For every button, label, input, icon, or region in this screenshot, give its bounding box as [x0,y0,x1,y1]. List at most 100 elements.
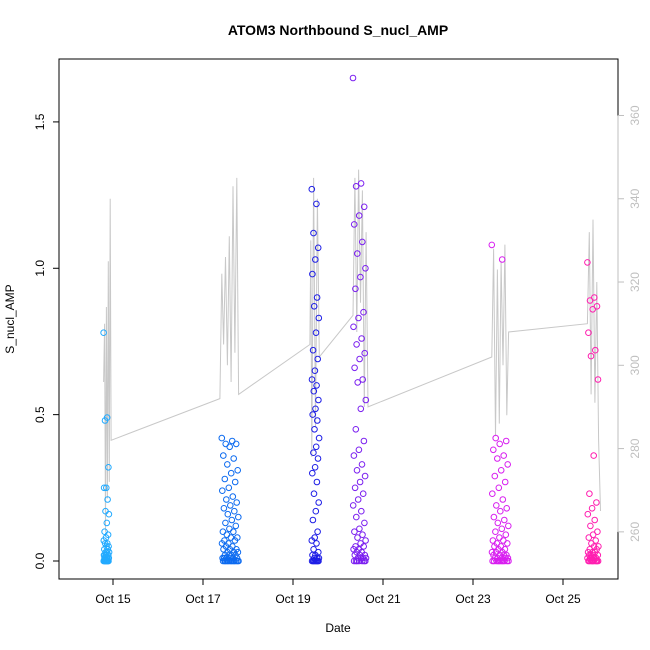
data-point [361,472,369,480]
data-point [350,452,358,459]
y-tick-label: 0.0 [33,552,47,569]
data-point [231,537,239,544]
data-point [224,510,232,518]
data-point [225,484,233,492]
data-point [309,469,316,477]
data-point [505,557,512,565]
data-point [353,513,360,521]
data-point [310,490,318,498]
data-point [222,440,229,448]
data-point [591,294,598,301]
data-point [359,376,367,383]
data-point [351,528,358,536]
data-point [497,507,504,515]
data-point [504,461,512,468]
x-tick-label: Oct 19 [275,592,311,606]
data-point [492,528,499,536]
data-point [356,355,363,363]
data-point [308,185,316,193]
y2-tick-label: 260 [628,522,642,542]
data-point [357,273,364,281]
data-point [353,341,360,348]
data-point [591,516,599,524]
data-point [310,449,317,457]
x-tick-label: Oct 23 [455,592,491,606]
x-axis: Oct 15 Oct 17 Oct 19 Oct 21 Oct 23 Oct 25 [95,578,581,606]
data-point [502,437,510,445]
data-point [501,478,509,486]
data-point [313,557,321,565]
data-point [498,525,506,533]
data-point [310,229,317,237]
data-point [223,496,230,503]
data-point [230,455,237,462]
data-point [503,505,511,512]
data-point [227,557,235,565]
data-point [490,446,497,454]
data-point [500,537,507,544]
data-point [587,522,594,530]
data-point [310,303,318,310]
data-point [594,376,602,383]
data-point [498,557,506,565]
data-point [498,256,506,263]
data-point [360,308,367,316]
data-point [234,557,241,565]
data-point [350,557,358,565]
data-point [221,475,229,483]
data-point [356,478,364,486]
data-point [311,367,319,375]
points-layer [100,74,602,565]
data-point [312,329,320,337]
data-point [354,379,362,386]
data-point [354,250,361,257]
data-point [352,285,359,293]
series-line [103,169,601,532]
data-point [101,417,109,424]
data-point [350,221,358,228]
data-point [500,452,508,459]
data-point [351,364,358,372]
data-point [356,525,363,533]
data-point [493,502,500,509]
data-point [505,522,512,530]
data-point [223,557,231,565]
data-point [501,516,508,524]
data-point [231,478,239,486]
data-point [593,303,601,310]
data-point [313,478,321,486]
x-tick-label: Oct 21 [365,592,401,606]
data-point [310,557,318,565]
secondary-line [103,169,601,532]
data-point [588,505,596,512]
data-point [489,490,496,498]
data-point [232,440,240,448]
data-point [593,499,600,506]
data-point [499,496,507,503]
data-point [313,294,321,301]
data-point [588,557,596,565]
data-point [313,540,320,547]
data-point [235,513,242,521]
data-point [101,528,108,536]
data-point [354,496,362,503]
data-point [308,537,316,544]
data-point [226,443,233,451]
data-point [232,522,240,530]
data-point [360,543,368,550]
plot-frame [58,58,619,580]
y-tick-label: 1.5 [33,113,47,130]
data-point [491,472,499,480]
data-point [355,557,363,565]
data-point [585,534,593,541]
data-point [488,241,496,249]
data-point [362,537,369,544]
data-point [490,557,498,565]
data-point [494,519,502,527]
x-tick-label: Oct 17 [185,592,221,606]
data-point [355,212,363,219]
data-point [358,335,365,342]
data-point [231,507,238,515]
data-point [359,531,366,539]
data-point [104,496,111,503]
